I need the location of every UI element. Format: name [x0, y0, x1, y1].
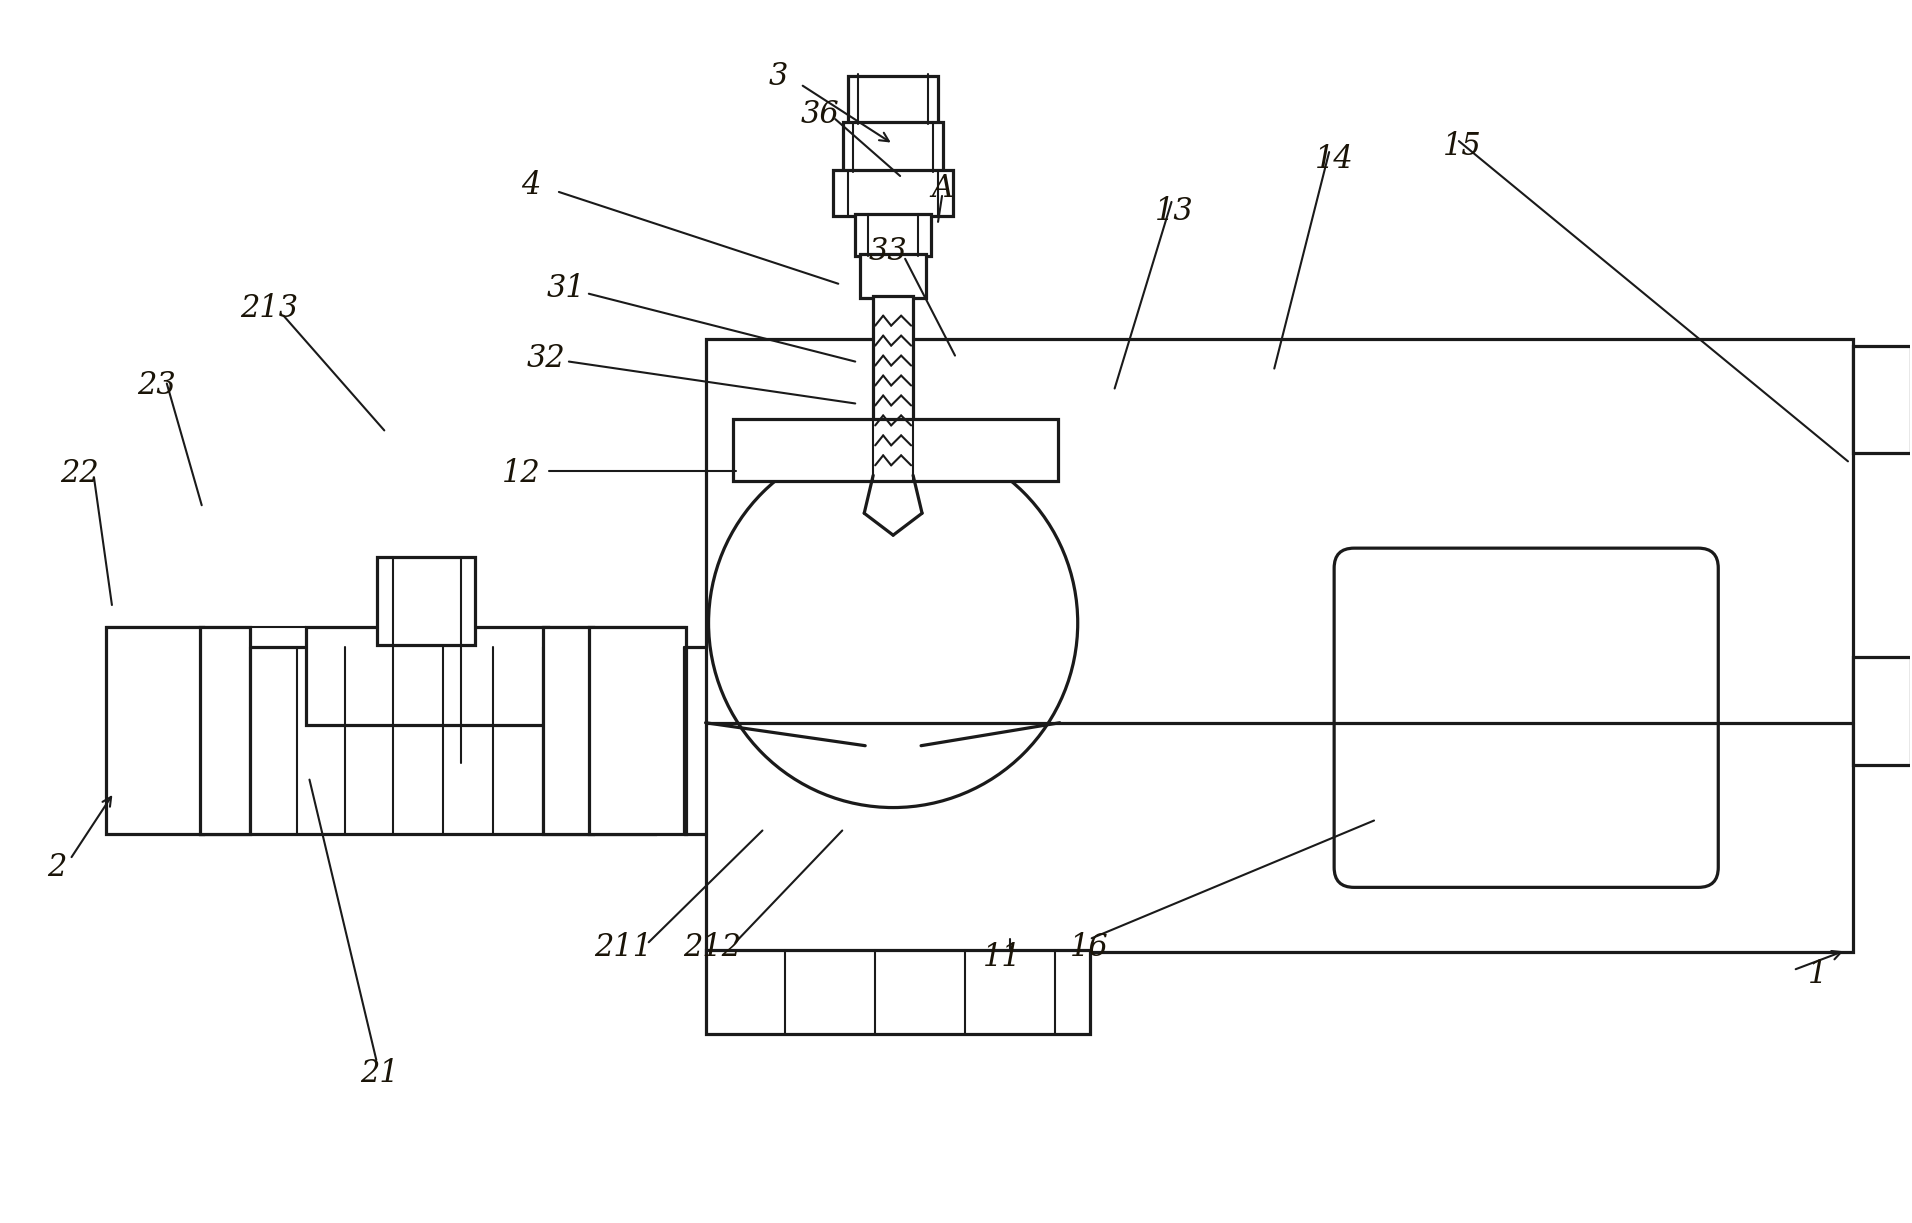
Text: 2: 2 — [48, 852, 67, 883]
Text: A: A — [931, 174, 952, 204]
Bar — [849, 76, 939, 124]
Text: 14: 14 — [1315, 143, 1354, 175]
Bar — [589, 627, 686, 834]
Bar — [543, 627, 593, 834]
Text: 21: 21 — [359, 1058, 400, 1090]
Bar — [732, 419, 1057, 482]
Text: 13: 13 — [1155, 197, 1193, 227]
Text: 212: 212 — [683, 932, 742, 963]
Text: 1: 1 — [1809, 959, 1828, 989]
Bar — [706, 339, 1853, 953]
Text: 32: 32 — [526, 344, 566, 374]
Bar — [1853, 657, 1910, 764]
Bar — [874, 296, 914, 476]
Bar — [1853, 346, 1910, 454]
FancyBboxPatch shape — [1335, 548, 1719, 888]
Text: 3: 3 — [769, 61, 788, 92]
Text: 23: 23 — [138, 371, 176, 401]
Bar — [855, 214, 931, 256]
Bar — [306, 627, 549, 725]
Text: 22: 22 — [61, 457, 99, 489]
Text: 16: 16 — [1071, 932, 1109, 963]
Text: 213: 213 — [241, 294, 298, 324]
Bar — [843, 122, 943, 172]
Text: 36: 36 — [801, 99, 839, 130]
Text: 11: 11 — [983, 942, 1021, 972]
Bar — [860, 254, 925, 297]
Text: 31: 31 — [547, 273, 585, 305]
Bar — [377, 558, 474, 645]
Bar — [834, 170, 952, 216]
Text: 211: 211 — [595, 932, 652, 963]
Bar — [199, 647, 654, 834]
Text: 12: 12 — [501, 457, 541, 489]
Bar — [105, 627, 203, 834]
Bar — [706, 950, 1090, 1033]
Text: 33: 33 — [868, 236, 908, 268]
Bar — [199, 627, 250, 834]
Text: 4: 4 — [522, 170, 541, 202]
Text: 15: 15 — [1442, 131, 1482, 161]
